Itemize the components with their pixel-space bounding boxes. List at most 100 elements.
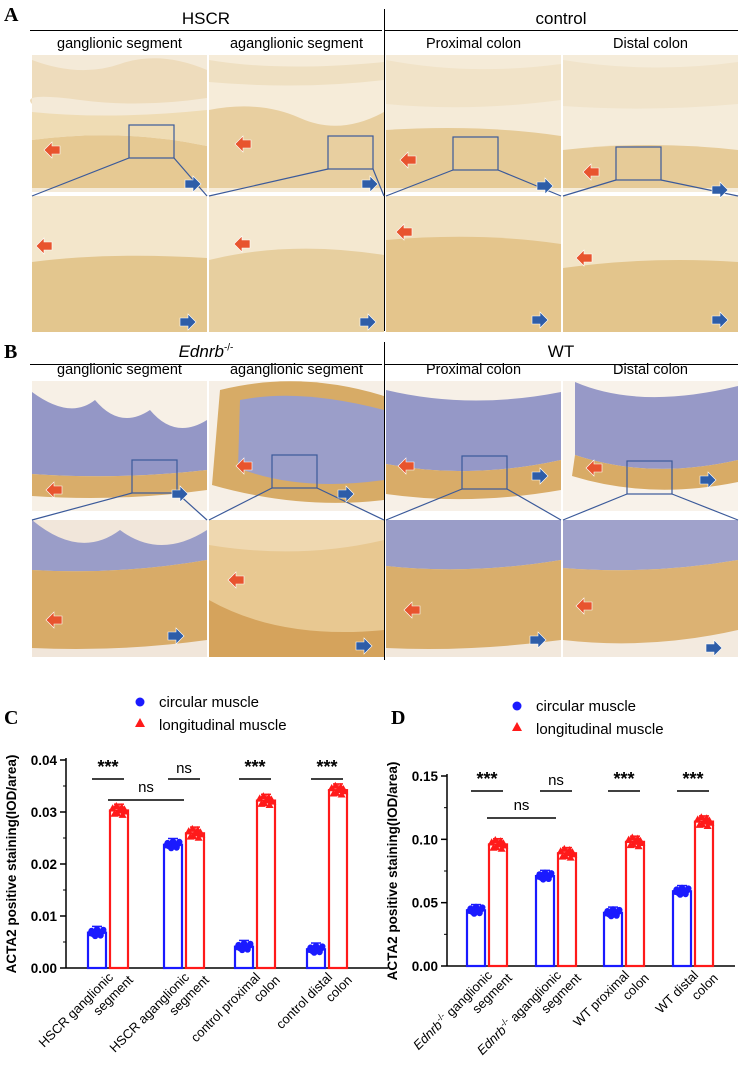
micrograph-b-3 [385, 381, 562, 657]
x-tick-label-4: WT distalcolon [652, 959, 721, 1028]
data-point-circular [471, 910, 478, 917]
data-point-circular [543, 872, 550, 880]
data-point-longitudinal [489, 843, 498, 851]
data-point-circular [306, 946, 313, 954]
data-point-longitudinal [339, 785, 348, 793]
data-point-longitudinal [702, 814, 711, 822]
significance-label: ns [548, 772, 564, 789]
data-point-longitudinal [497, 844, 506, 852]
data-point-circular [616, 906, 623, 914]
group-title-ednrb-gene: Ednrb [178, 342, 224, 361]
legend-label-longitudinal: longitudinal muscle [159, 717, 287, 734]
data-point-longitudinal [634, 842, 643, 850]
data-point-longitudinal [336, 782, 345, 790]
data-point-circular [474, 907, 481, 914]
data-point-circular [312, 942, 320, 950]
group-underline-hscr [30, 30, 382, 31]
data-point-longitudinal [197, 830, 206, 838]
data-point-longitudinal [700, 817, 708, 825]
y-tick-label: 0.05 [412, 896, 439, 911]
data-point-longitudinal [628, 833, 637, 841]
data-point-circular [92, 932, 99, 940]
data-point-circular [604, 907, 611, 915]
data-point-circular [234, 944, 241, 951]
data-point-circular [176, 838, 183, 846]
x-tick-label-1: HSCR ganglionicsegment [36, 961, 137, 1062]
data-point-longitudinal [115, 806, 123, 814]
micrograph-a-2 [208, 55, 385, 332]
x-tick-label-2: Ednrb-/- aganglionicsegment [473, 958, 584, 1069]
data-point-circular [246, 942, 253, 949]
data-point-circular [100, 926, 107, 934]
data-point-circular [469, 908, 476, 916]
data-point-circular [541, 869, 549, 876]
data-point-longitudinal [334, 786, 342, 794]
data-point-longitudinal [487, 838, 496, 846]
data-point-circular [678, 884, 686, 892]
data-point-circular [479, 904, 486, 911]
data-point-circular [472, 903, 480, 911]
x-tick-label-4: control distalcolon [273, 961, 355, 1043]
data-point-circular [90, 931, 97, 938]
x-tick-label-2: HSCR aganglionicsegment [106, 961, 212, 1067]
data-point-circular [548, 870, 555, 877]
bar-circular-1 [465, 909, 487, 968]
significance-label: *** [682, 769, 703, 789]
micrograph-b-1 [31, 381, 208, 657]
data-point-longitudinal [189, 832, 198, 840]
bar-longitudinal-3 [255, 799, 277, 970]
data-point-circular [95, 929, 103, 936]
data-point-longitudinal [500, 841, 509, 849]
data-point-circular [242, 943, 249, 950]
y-tick-label: 0.01 [31, 909, 58, 924]
data-point-circular [673, 886, 680, 893]
data-point-longitudinal [629, 840, 638, 848]
group-title-hscr: HSCR [181, 9, 231, 28]
legend-label-circular: circular muscle [536, 698, 636, 715]
data-point-circular [244, 946, 251, 953]
data-point-circular [307, 944, 314, 951]
data-point-circular [540, 876, 547, 883]
data-point-circular [309, 947, 316, 955]
y-axis-title: ACTA2 positive staining(IOD/area) [385, 762, 400, 981]
x-tick-label-3: WT proximalcolon [570, 959, 652, 1041]
panel-letter-d: D [391, 707, 406, 729]
micrograph-b-4 [562, 381, 739, 657]
data-point-longitudinal [706, 818, 715, 826]
data-point-longitudinal [494, 840, 502, 848]
data-point-longitudinal [110, 809, 119, 817]
bar-circular-4 [305, 948, 327, 970]
data-point-circular [684, 886, 691, 894]
data-point-longitudinal [264, 793, 273, 801]
data-point-circular [169, 838, 177, 845]
legend-label-longitudinal: longitudinal muscle [536, 721, 664, 738]
significance-label-cross: ns [514, 797, 530, 814]
data-point-longitudinal [565, 845, 574, 853]
data-point-longitudinal [703, 822, 712, 829]
data-point-circular [478, 905, 485, 913]
data-point-longitudinal [260, 799, 269, 807]
data-point-longitudinal [693, 815, 702, 823]
data-point-longitudinal [262, 796, 270, 804]
bar-circular-1 [86, 931, 108, 970]
panel-letter-a: A [4, 4, 19, 26]
y-tick-label: 0.00 [412, 959, 438, 974]
group-divider-b [384, 342, 385, 660]
data-point-longitudinal [194, 833, 203, 841]
data-point-longitudinal [113, 809, 122, 817]
bar-longitudinal-2 [184, 832, 206, 970]
data-point-longitudinal [633, 834, 642, 842]
data-point-circular [615, 908, 622, 915]
data-point-longitudinal [697, 813, 706, 821]
data-point-circular [93, 926, 101, 933]
y-tick-label: 0.02 [31, 857, 57, 872]
segment-label-a-1: ganglionic segment [57, 36, 182, 52]
data-point-circular [535, 873, 542, 880]
data-point-longitudinal [188, 824, 197, 832]
data-point-longitudinal [112, 802, 121, 810]
data-point-circular [87, 929, 94, 937]
data-point-circular [613, 912, 620, 919]
significance-label: *** [97, 757, 118, 777]
